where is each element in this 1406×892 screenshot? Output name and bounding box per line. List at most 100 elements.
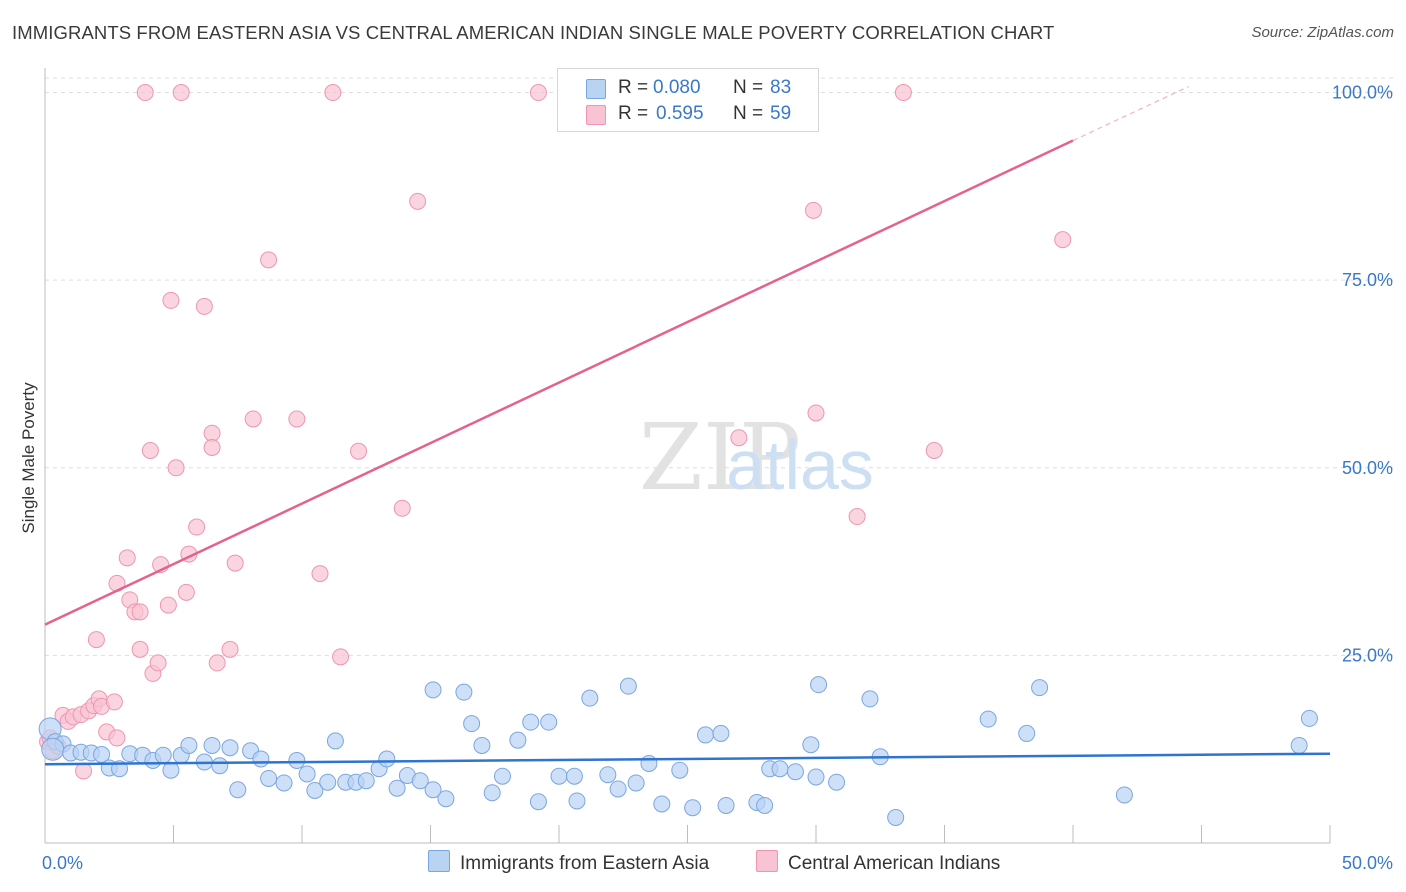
blue-point-53 [568,792,586,810]
source-credit: Source: ZipAtlas.com [1251,24,1394,41]
legend-r-label: R = [618,103,649,124]
pink-point-35 [203,438,221,456]
blue-point-78 [979,710,997,728]
blue-point-39 [424,781,442,799]
blue-point-20 [221,739,239,757]
blue-point-29 [319,773,337,791]
pink-point-40 [260,251,278,269]
blue-point-44 [473,736,491,754]
pink-point-16 [108,729,126,747]
blue-point-58 [627,774,645,792]
trend-line-central-american-extension [1072,85,1189,142]
pink-point-37 [221,640,239,658]
blue-point-52 [565,767,583,785]
correlation-legend: R = 0.080 N = 83 R = 0.595 N = 59 [557,68,819,132]
blue-swatch [428,850,450,872]
blue-point-57 [619,677,637,695]
blue-point-14 [162,761,180,779]
pink-point-28 [162,291,180,309]
pink-point-8 [75,762,93,780]
pink-point-23 [141,442,159,460]
blue-point-61 [671,761,689,779]
series-name-central-american: Central American Indians [788,853,1001,874]
pink-point-38 [226,554,244,572]
pink-point-51 [730,429,748,447]
blue-point-49 [529,793,547,811]
blue-point-80 [1031,679,1049,697]
pink-point-53 [807,404,825,422]
pink-point-46 [409,192,427,210]
eastern-asia-points [38,676,1318,826]
x-tick-label-50: 50.0% [1342,853,1393,873]
blue-point-21 [229,781,247,799]
axes [44,68,1331,844]
pink-point-29 [167,459,185,477]
blue-point-73 [810,676,828,694]
pink-point-52 [804,201,822,219]
blue-point-33 [357,772,375,790]
legend-r-value-blue: 0.080 [653,77,701,98]
pink-point-27 [159,596,177,614]
x-tick-label-0: 0.0% [42,853,83,873]
blue-point-67 [756,796,774,814]
y-tick-label-75: 75.0% [1342,270,1393,290]
blue-point-38 [411,772,429,790]
blue-point-77 [887,808,905,826]
blue-point-55 [599,766,617,784]
blue-point-48 [522,713,540,731]
pink-point-55 [894,84,912,102]
chart-title: IMMIGRANTS FROM EASTERN ASIA VS CENTRAL … [12,22,1055,43]
grid-lines [45,77,1395,656]
watermark-zip: ZIP [639,404,801,511]
blue-point-18 [203,736,221,754]
blue-point-36 [388,779,406,797]
pink-point-36 [208,654,226,672]
pink-point-25 [149,654,167,672]
y-tick-label-50: 50.0% [1342,458,1393,478]
pink-point-43 [332,648,350,666]
blue-point-79 [1018,724,1036,742]
pink-point-22 [131,640,149,658]
pink-point-30 [177,583,195,601]
legend-n-label: N = [733,103,764,124]
series-legend-central-american: Central American Indians [756,850,1000,875]
pink-point-56 [925,442,943,460]
blue-point-43 [463,715,481,733]
pink-point-45 [393,499,411,517]
blue-point-46 [493,767,511,785]
pink-point-47 [136,84,154,102]
blue-point-26 [288,751,306,769]
pink-point-34 [203,424,221,442]
blue-point-71 [802,736,820,754]
pink-point-32 [188,518,206,536]
legend-r-value-pink: 0.595 [656,103,704,124]
trend-line-central-american [44,139,1074,626]
pink-point-39 [244,410,262,428]
pink-point-54 [848,508,866,526]
blue-point-13 [154,746,172,764]
pink-swatch [756,850,778,872]
legend-n-value-blue: 83 [770,77,792,98]
y-tick-label-25: 25.0% [1342,645,1393,665]
pink-point-48 [172,84,190,102]
pink-point-15 [105,693,123,711]
series-legend-eastern-asia: Immigrants from Eastern Asia [428,850,709,875]
tick-labels: 25.0% 50.0% 75.0% 100.0% 0.0% 50.0% [42,83,1393,873]
blue-point-56 [609,780,627,798]
blue-point-3 [41,737,65,761]
blue-point-75 [861,690,879,708]
watermark-atlas: atlas [726,426,874,504]
blue-point-41 [424,681,442,699]
pink-point-42 [311,565,329,583]
blue-point-60 [653,795,671,813]
blue-point-65 [717,796,735,814]
blue-point-27 [298,765,316,783]
blue-point-81 [1115,786,1133,804]
pink-point-44 [350,442,368,460]
blue-point-82 [1290,736,1308,754]
y-tick-label-100: 100.0% [1332,83,1393,103]
blue-point-28 [306,781,324,799]
blue-point-24 [260,769,278,787]
blue-swatch [586,79,606,99]
